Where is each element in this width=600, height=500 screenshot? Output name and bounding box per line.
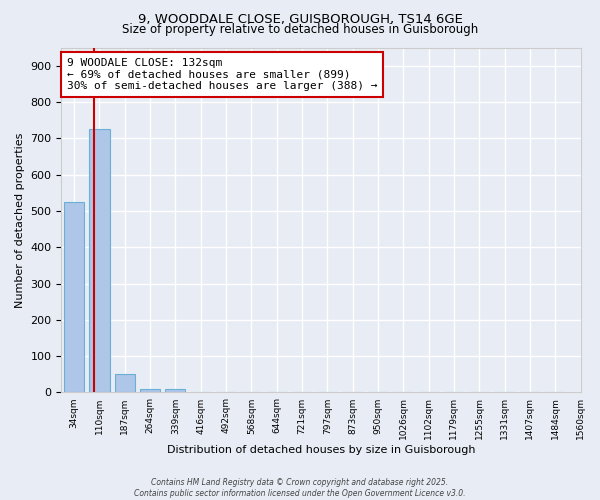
X-axis label: Distribution of detached houses by size in Guisborough: Distribution of detached houses by size … [167,445,475,455]
Y-axis label: Number of detached properties: Number of detached properties [15,132,25,308]
Text: 9, WOODDALE CLOSE, GUISBOROUGH, TS14 6GE: 9, WOODDALE CLOSE, GUISBOROUGH, TS14 6GE [137,12,463,26]
Bar [165,389,185,392]
Bar [115,374,135,392]
Bar [140,389,160,392]
Text: Size of property relative to detached houses in Guisborough: Size of property relative to detached ho… [122,22,478,36]
Bar [89,129,110,392]
Bar [64,202,84,392]
Text: 9 WOODALE CLOSE: 132sqm
← 69% of detached houses are smaller (899)
30% of semi-d: 9 WOODALE CLOSE: 132sqm ← 69% of detache… [67,58,377,91]
Text: Contains HM Land Registry data © Crown copyright and database right 2025.
Contai: Contains HM Land Registry data © Crown c… [134,478,466,498]
